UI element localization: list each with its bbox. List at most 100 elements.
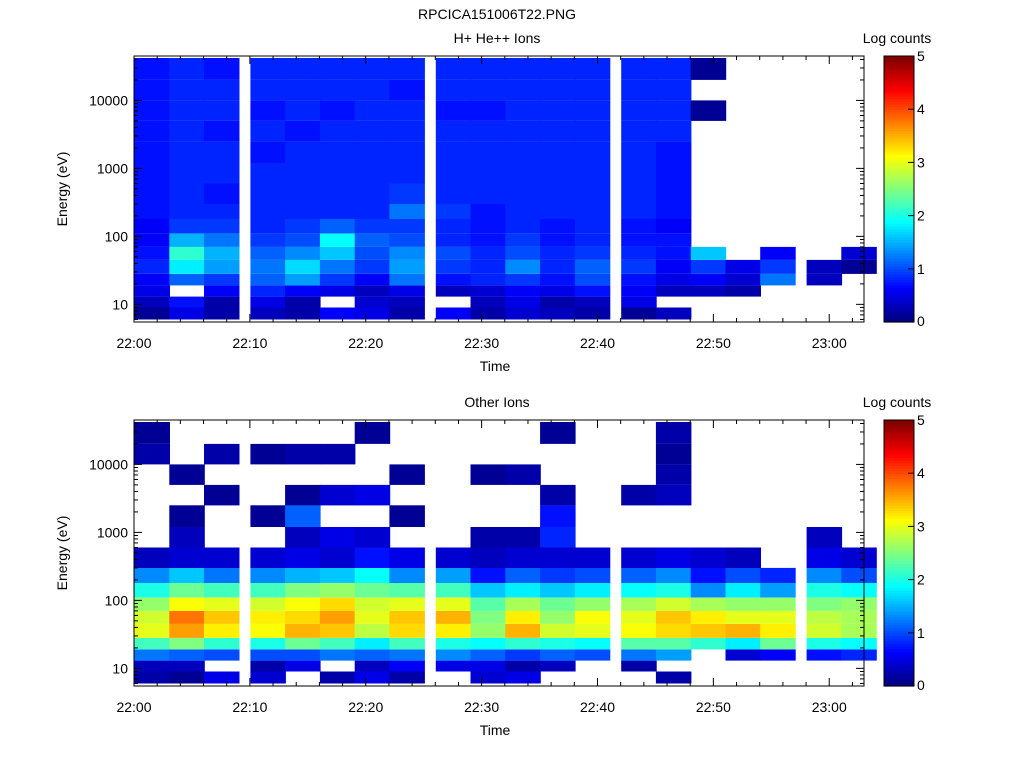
heatmap-cell: [621, 163, 657, 184]
heatmap-cell: [250, 259, 286, 274]
heatmap-cell: [690, 274, 727, 286]
heatmap-cell: [250, 583, 286, 598]
heatmap-cell: [169, 233, 205, 247]
heatmap-cell: [389, 163, 425, 184]
panel-1-xlabel: Time: [480, 358, 511, 374]
colorbar-segment: [884, 486, 914, 490]
heatmap-cell: [621, 660, 657, 672]
heatmap-cell: [574, 120, 611, 142]
colorbar-segment: [884, 451, 914, 456]
colorbar-segment: [884, 306, 914, 310]
colorbar-segment: [884, 467, 914, 472]
heatmap-cell: [540, 567, 576, 583]
heatmap-cell: [725, 285, 761, 297]
heatmap-cell: [655, 79, 692, 101]
colorbar-tick-label: 4: [917, 465, 925, 481]
colorbar-segment: [884, 529, 914, 533]
heatmap-cell: [204, 610, 240, 624]
heatmap-cell: [760, 274, 796, 286]
heatmap-cell: [134, 141, 170, 163]
colorbar-segment: [884, 178, 914, 182]
colorbar-segment: [884, 648, 914, 653]
colorbar-segment: [884, 481, 914, 485]
heatmap-cell: [204, 484, 240, 506]
heatmap-cell: [841, 567, 877, 583]
heatmap-cell: [806, 638, 843, 650]
colorbar-segment: [884, 85, 914, 89]
heatmap-cell: [621, 203, 657, 219]
colorbar-segment: [884, 316, 914, 320]
heatmap-cell: [204, 583, 240, 598]
heatmap-cell: [574, 219, 611, 234]
colorbar-segment: [884, 457, 914, 461]
colorbar-segment: [884, 489, 914, 493]
colorbar-segment: [884, 465, 914, 469]
colorbar-segment: [884, 228, 914, 233]
heatmap-cell: [540, 649, 576, 661]
heatmap-cell: [285, 527, 321, 548]
heatmap-cell: [250, 246, 286, 260]
colorbar-segment: [884, 149, 914, 153]
heatmap-cell: [319, 100, 356, 121]
heatmap-cell: [169, 623, 205, 638]
colorbar-segment: [884, 207, 914, 211]
heatmap-cell: [806, 610, 843, 624]
heatmap-cell: [574, 623, 611, 638]
heatmap-cell: [250, 79, 286, 101]
colorbar-segment: [884, 624, 914, 629]
heatmap-cell: [169, 163, 205, 184]
heatmap-cell: [655, 100, 692, 121]
heatmap-cell: [250, 623, 286, 638]
heatmap-cell: [204, 597, 240, 611]
heatmap-cell: [250, 567, 286, 583]
heatmap-cell: [354, 296, 391, 308]
colorbar-segment: [884, 282, 914, 286]
colorbar-segment: [884, 223, 914, 227]
heatmap-cell: [655, 274, 692, 286]
panel-2-title: Other Ions: [464, 394, 529, 410]
heatmap-cell: [389, 671, 425, 684]
heatmap-cell: [505, 285, 541, 297]
colorbar-segment: [884, 656, 914, 660]
colorbar-segment: [884, 441, 914, 445]
heatmap-cell: [435, 203, 472, 219]
heatmap-cell: [285, 285, 321, 297]
heatmap-cell: [204, 274, 240, 286]
heatmap-cell: [505, 219, 541, 234]
heatmap-cell: [725, 274, 761, 286]
heatmap-cell: [574, 597, 611, 611]
colorbar-segment: [884, 242, 914, 246]
heatmap-cell: [841, 259, 877, 274]
heatmap-cell: [354, 583, 391, 598]
y-tick-label: 10000: [89, 92, 128, 108]
heatmap-cell: [319, 623, 356, 638]
colorbar-segment: [884, 459, 914, 464]
heatmap-cell: [389, 547, 425, 568]
heatmap-cell: [621, 307, 657, 320]
panel-2-xlabel: Time: [480, 722, 511, 738]
heatmap-cell: [319, 79, 356, 101]
heatmap-cell: [470, 583, 506, 598]
y-tick-label: 10: [112, 296, 128, 312]
heatmap-cell: [354, 610, 391, 624]
colorbar-segment: [884, 550, 914, 554]
heatmap-cell: [690, 58, 727, 80]
colorbar-segment: [884, 220, 914, 225]
colorbar-segment: [884, 600, 914, 605]
heatmap-cell: [285, 246, 321, 260]
colorbar-segment: [884, 95, 914, 100]
colorbar-segment: [884, 173, 914, 177]
heatmap-cell: [204, 203, 240, 219]
heatmap-cell: [319, 219, 356, 234]
heatmap-cell: [725, 567, 761, 583]
heatmap-cell: [354, 58, 391, 80]
heatmap-cell: [354, 203, 391, 219]
colorbar-segment: [884, 560, 914, 565]
heatmap-cell: [204, 567, 240, 583]
colorbar-segment: [884, 122, 914, 126]
heatmap-cell: [690, 638, 727, 650]
colorbar-segment: [884, 680, 914, 684]
heatmap-cell: [655, 484, 692, 506]
heatmap-cell: [435, 597, 472, 611]
heatmap-cell: [690, 610, 727, 624]
